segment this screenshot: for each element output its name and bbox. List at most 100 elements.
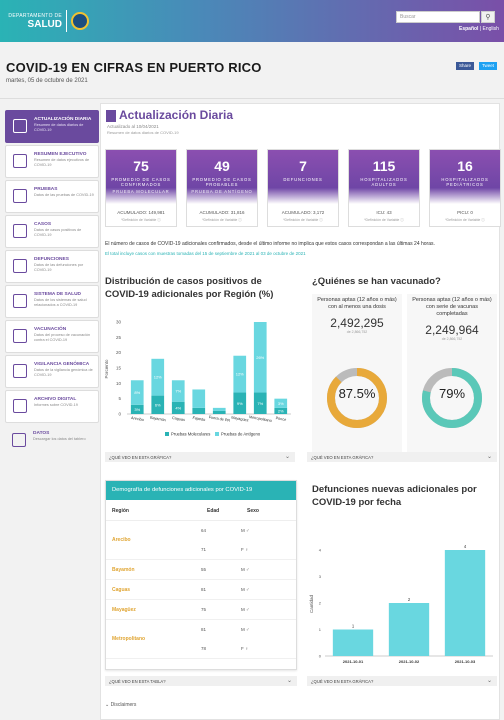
government-seal-icon: [71, 12, 89, 30]
table-faq-toggle[interactable]: ¿QUÉ VEO EN ESTA TABLA? ⌄: [105, 676, 297, 686]
age-cell: 71: [201, 547, 207, 552]
bar-segment: [233, 355, 247, 393]
lang-english[interactable]: English: [482, 26, 499, 32]
column-header-region: Región: [112, 508, 129, 514]
data-label: 4: [464, 544, 467, 549]
x-tick-label: Bayamón: [150, 416, 166, 423]
age-cell: 64: [201, 528, 207, 533]
region-chart-title-line1: Distribución de casos positivos de: [105, 276, 262, 287]
column-header-sex: Sexo: [247, 508, 259, 514]
variable-definition-link[interactable]: *Definición de Variable ⓘ: [445, 218, 485, 222]
sidebar-item-4[interactable]: DEFUNCIONES Datos de las defunciones por …: [5, 250, 99, 283]
bar: [332, 629, 374, 656]
bar-segment: [253, 392, 267, 414]
chevron-down-icon: ⌄: [284, 454, 290, 460]
sidebar-item-label: RESUMEN EJECUTIVO: [34, 152, 87, 157]
sidebar-item-0[interactable]: ACTUALIZACIÓN DIARIA Resumen de datos dia…: [5, 110, 99, 143]
age-cell: 78: [201, 646, 207, 651]
vaccine-one-dose-count: 2,492,295: [330, 316, 384, 331]
lang-separator: |: [478, 26, 483, 32]
bar-segment: [151, 358, 165, 396]
sidebar-item-1[interactable]: RESUMEN EJECUTIVO Resumen de datos ejecut…: [5, 145, 99, 178]
chevron-down-icon: ⌄: [486, 454, 492, 460]
region-faq-toggle[interactable]: ¿QUÉ VEO EN ESTA GRÁFICA? ⌄: [105, 452, 295, 462]
site-header: DEPARTAMENTO DE SALUD Buscar ⚲ Español |…: [0, 0, 504, 42]
sidebar-item-9[interactable]: DATOS Descargar los datos del tablero: [5, 425, 99, 451]
sidebar-item-8[interactable]: ARCHIVO DIGITAL Informes sobre COVID-19: [5, 390, 99, 423]
info-note-link[interactable]: El total incluye casos con muestras toma…: [105, 251, 306, 256]
logo-divider: [66, 10, 67, 32]
deaths-date-title-line1: Defunciones nuevas adicionales por: [312, 484, 477, 495]
complete-series-donut-chart: [422, 368, 482, 428]
sidebar-item-description: Resumen de datos ejecutivos de COVID-19: [34, 158, 90, 167]
entry-row: 55 M ♂: [201, 560, 269, 579]
stat-card-header: 16 HOSPITALIZADOS PEDIÁTRICOS: [430, 150, 500, 204]
bar-segment: [151, 395, 165, 414]
stat-value: 7: [299, 158, 307, 174]
variable-definition-link[interactable]: *Definición de Variable ⓘ: [121, 218, 161, 222]
x-tick-label: Arecibo: [131, 416, 144, 422]
bar-segment: [274, 398, 288, 408]
bar: [444, 550, 486, 656]
variable-definition-link[interactable]: *Definición de Variable ⓘ: [364, 218, 404, 222]
stat-label: DEFUNCIONES: [283, 177, 323, 182]
data-label: 7%: [257, 401, 263, 406]
x-tick-label: Fajardo: [192, 416, 205, 422]
sidebar-item-3[interactable]: CASOS Datos de casos positivos de COVID-1…: [5, 215, 99, 248]
sidebar-item-2[interactable]: PRUEBAS Datos de las pruebas de COVID-19: [5, 180, 99, 213]
facebook-share-button[interactable]: Share: [456, 62, 475, 70]
sidebar-item-description: Resumen de datos diarios de COVID-19: [34, 123, 84, 132]
sidebar-item-5[interactable]: SISTEMA DE SALUD Datos de los sistemas de…: [5, 285, 99, 318]
bar-chart-icon: [13, 154, 27, 168]
lang-spanish[interactable]: Español: [459, 26, 479, 32]
twitter-share-button[interactable]: Tweet: [479, 62, 498, 70]
sex-cell: M ♂: [241, 627, 250, 632]
archive-icon: [13, 399, 27, 413]
sidebar-item-label: DATOS: [33, 431, 50, 436]
stat-value: 115: [372, 158, 396, 174]
sex-cell: M ♂: [241, 528, 250, 533]
vaccine-complete-heading: Personas aptas (12 años o más) con serie…: [412, 297, 492, 318]
donut-value-arc: [422, 368, 482, 428]
stat-card-header: 75 PROMEDIO DE CASOS CONFIRMADOS PRUEBA MO…: [106, 150, 176, 204]
y-tick-label: 5: [118, 396, 121, 401]
vaccine-one-dose-panel: Personas aptas (12 años o más) con al me…: [312, 294, 402, 454]
variable-definition-link[interactable]: *Definición de Variable ⓘ: [283, 218, 323, 222]
one-dose-donut-chart: [327, 368, 387, 428]
vaccine-faq-toggle[interactable]: ¿QUÉ VEO EN ESTA GRÁFICA? ⌄: [307, 452, 497, 462]
variable-definition-link[interactable]: *Definición de Variable ⓘ: [202, 218, 242, 222]
disclaimers-toggle[interactable]: ⌄ Disclaimers: [105, 702, 137, 708]
calendar-icon: [13, 119, 27, 133]
stat-card: 49 PROMEDIO DE CASOS PROBABLES PRUEBA DE A…: [186, 149, 258, 227]
data-label: 6%: [155, 402, 161, 407]
table-body: Arecibo 64 M ♂ 71 F ♀ Bayamón 55 M ♂ Caguas 81 M ♂…: [106, 521, 296, 659]
y-tick-label: 2: [319, 601, 322, 606]
stat-label: HOSPITALIZADOS ADULTOS: [360, 177, 408, 188]
page-title: COVID-19 EN CIFRAS EN PUERTO RICO: [6, 60, 262, 75]
health-department-logo[interactable]: DEPARTAMENTO DE SALUD: [4, 6, 92, 36]
sidebar-item-description: Datos de casos positivos de COVID-19: [34, 228, 82, 237]
logo-line1: DEPARTAMENTO DE: [8, 12, 62, 19]
region-cell: Arecibo: [112, 537, 131, 543]
age-cell: 55: [201, 567, 207, 572]
y-tick-label: 3: [319, 574, 322, 579]
x-tick-label: 2021-10-02: [399, 659, 420, 664]
search-icon[interactable]: ⚲: [481, 11, 495, 23]
y-axis-label: Porciento: [105, 359, 109, 379]
donut-value-arc: [327, 368, 387, 428]
sidebar-item-7[interactable]: VIGILANCIA GENÓMICA Datos de la vigilanci…: [5, 355, 99, 388]
stat-card: 16 HOSPITALIZADOS PEDIÁTRICOS PICU: 0 *Defi…: [429, 149, 501, 227]
sidebar-item-6[interactable]: VACUNACIÓN Datos del proceso de vacunació…: [5, 320, 99, 353]
data-label: 26%: [256, 355, 264, 360]
stat-card: 75 PROMEDIO DE CASOS CONFIRMADOS PRUEBA MO…: [105, 149, 177, 227]
vaccine-title: ¿Quiénes se han vacunado?: [312, 276, 441, 287]
date-faq-toggle[interactable]: ¿QUÉ VEO EN ESTA GRÁFICA? ⌄: [307, 676, 497, 686]
table-header: Región Edad Sexo: [106, 500, 296, 521]
table-row: Arecibo 64 M ♂ 71 F ♀: [106, 521, 296, 560]
hospital-icon: [13, 294, 27, 308]
search-input[interactable]: Buscar: [396, 11, 480, 23]
bar-segment: [192, 407, 206, 414]
legend-label: Pruebas Moleculares: [171, 432, 210, 437]
x-tick-label: Metropolitano: [249, 415, 272, 423]
faq-label: ¿QUÉ VEO EN ESTA GRÁFICA?: [311, 455, 374, 460]
